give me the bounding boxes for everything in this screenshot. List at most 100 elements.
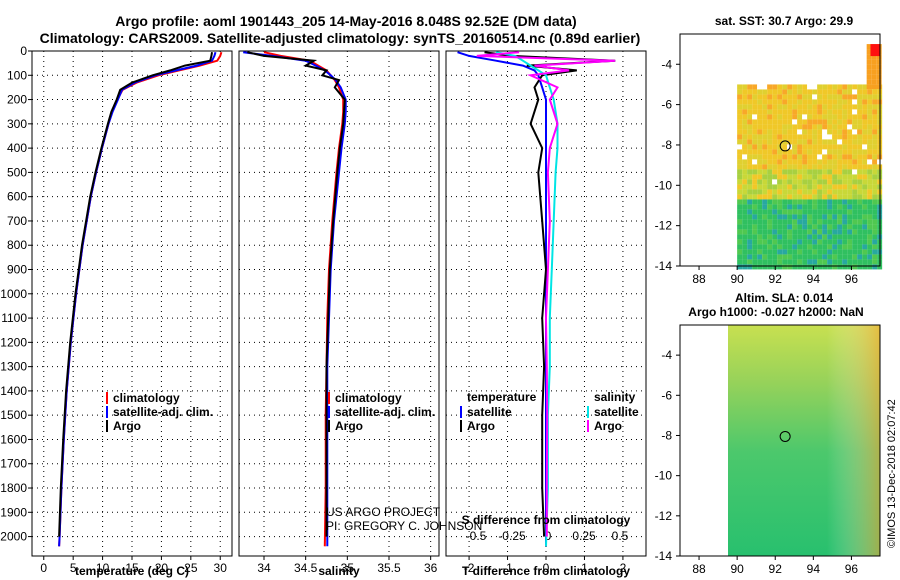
sst-cell — [797, 154, 803, 160]
sst-cell — [842, 84, 848, 90]
sst-cell — [852, 209, 858, 215]
sst-cell — [837, 144, 843, 150]
sst-cell — [847, 209, 853, 215]
sst-cell — [797, 109, 803, 115]
sst-cell — [832, 209, 838, 215]
sst-cell — [792, 114, 798, 120]
sst-cell — [867, 94, 873, 100]
sst-cell — [767, 199, 773, 205]
sst-cell — [842, 89, 848, 95]
sst-cell — [802, 129, 808, 135]
sst-cell — [787, 99, 793, 105]
difference-top-xlabel: S difference from climatology — [462, 513, 631, 527]
sst-cell — [872, 174, 878, 180]
sst-cell — [817, 239, 823, 245]
sst-cell — [832, 239, 838, 245]
sst-cell — [866, 59, 872, 65]
map-x-tick-label: 92 — [769, 562, 783, 576]
sst-cell — [787, 249, 793, 255]
sst-cell — [762, 184, 768, 190]
legend-satellite-label: satellite-adj. clim. — [335, 405, 435, 419]
sst-cell — [837, 129, 843, 135]
sst-cell — [782, 219, 788, 225]
sst-cell — [857, 114, 863, 120]
sst-cell — [807, 244, 813, 250]
sst-cell — [817, 89, 823, 95]
sst-cell — [742, 179, 748, 185]
sst-cell — [772, 259, 778, 265]
sst-cell — [772, 154, 778, 160]
y-tick-label: 1500 — [0, 408, 27, 422]
sst-cell — [862, 244, 868, 250]
sst-cell — [862, 164, 868, 170]
sst-cell — [867, 219, 873, 225]
series-argo-line — [247, 51, 346, 537]
sst-cell — [782, 139, 788, 145]
sst-cell — [787, 114, 793, 120]
sst-cell — [762, 254, 768, 260]
sst-cell — [817, 209, 823, 215]
sst-cell — [847, 179, 853, 185]
sst-cell — [837, 149, 843, 155]
sst-cell — [772, 179, 778, 185]
sst-cell — [747, 239, 753, 245]
map-ticks: 88 90 92 94 96 -4 -6 -8 -10 -12 -14 88 90 92 94 96 -4 -6 -… — [655, 57, 859, 576]
sst-cell — [827, 124, 833, 130]
sst-cell — [827, 119, 833, 125]
sst-cell — [872, 124, 878, 130]
sst-cell — [832, 244, 838, 250]
sst-cell — [857, 234, 863, 240]
sst-cell — [832, 124, 838, 130]
map-x-tick-label: 94 — [807, 272, 821, 286]
sst-cell — [827, 234, 833, 240]
sst-cell — [762, 129, 768, 135]
sst-cell — [767, 159, 773, 165]
sst-cell — [837, 244, 843, 250]
sst-cell — [857, 84, 863, 90]
sst-cell — [807, 264, 813, 270]
sst-cell — [837, 184, 843, 190]
sst-cell — [827, 149, 833, 155]
sst-cell — [797, 249, 803, 255]
sst-cell — [832, 189, 838, 195]
y-tick-label: 0 — [20, 44, 27, 58]
sst-cell — [797, 169, 803, 175]
sst-cell — [737, 229, 743, 235]
sst-cell — [792, 94, 798, 100]
sst-cell — [777, 104, 783, 110]
sst-cell — [792, 134, 798, 140]
top-x-tick-label: 0 — [545, 529, 552, 543]
sst-cell — [787, 129, 793, 135]
sst-cell — [787, 264, 793, 270]
sst-cell — [857, 239, 863, 245]
sst-cell — [871, 64, 877, 70]
sst-cell — [767, 264, 773, 270]
sst-cell — [737, 99, 743, 105]
sst-cell — [747, 234, 753, 240]
sst-cell — [752, 114, 758, 120]
sst-cell — [862, 144, 868, 150]
sst-cell — [792, 189, 798, 195]
sst-cell — [847, 164, 853, 170]
sst-cell — [857, 129, 863, 135]
sst-cell — [752, 109, 758, 115]
sst-cell — [852, 89, 858, 95]
sst-cell — [802, 159, 808, 165]
sst-cell — [802, 264, 808, 270]
sst-cell — [847, 239, 853, 245]
sst-cell — [842, 204, 848, 210]
sst-cell — [857, 94, 863, 100]
top-x-tick-label: -0.25 — [498, 529, 526, 543]
sst-cell — [832, 154, 838, 160]
y-tick-label: 200 — [7, 93, 27, 107]
map-x-tick-label: 88 — [692, 562, 706, 576]
sst-cell — [872, 89, 878, 95]
sst-cell — [742, 114, 748, 120]
sst-cell — [762, 174, 768, 180]
sst-cell — [782, 124, 788, 130]
sst-cell — [827, 264, 833, 270]
sst-cell — [797, 224, 803, 230]
sst-map-frame — [679, 33, 881, 267]
sst-cell — [817, 119, 823, 125]
sst-cell — [777, 99, 783, 105]
